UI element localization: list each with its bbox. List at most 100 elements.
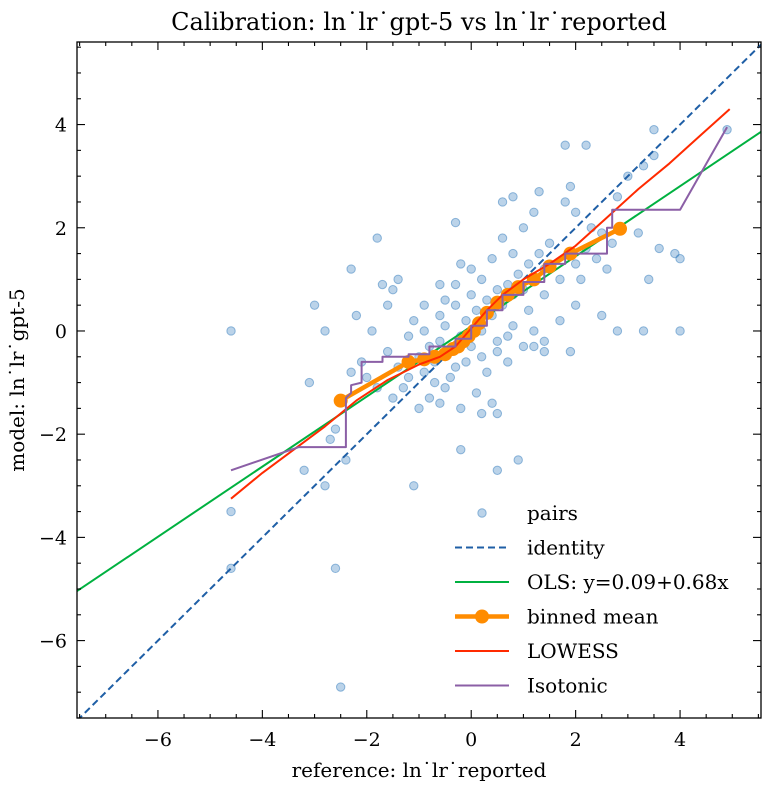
scatter-point [492, 408, 503, 419]
binned-mean-point [511, 280, 526, 295]
scatter-point [612, 326, 623, 336]
scatter-point [492, 336, 503, 346]
scatter-point [492, 284, 503, 295]
scatter-point [320, 326, 330, 336]
scatter-point [487, 254, 497, 264]
scatter-point [450, 300, 461, 310]
series-line-lowess [230, 108, 731, 500]
scatter-point [649, 125, 659, 135]
legend: pairs identity OLS: y=0.09+0.68x binned mea… [455, 501, 729, 698]
scatter-point [497, 233, 508, 243]
y-tick-label: 0 [55, 321, 67, 343]
scatter-point [226, 506, 236, 517]
legend-label: identity [527, 536, 605, 560]
scatter-point [513, 455, 523, 465]
y-axis-label: model: ln˙lr˙gpt-5 [5, 288, 29, 472]
scatter-point [508, 321, 518, 331]
scatter-point [602, 264, 612, 274]
scatter-point [309, 300, 320, 310]
scatter-point [226, 326, 236, 336]
scatter-point [367, 326, 377, 336]
scatter-point [346, 367, 356, 377]
legend-item-pairs: pairs [477, 501, 578, 525]
x-tick-label: 4 [674, 729, 686, 751]
legend-item-binned-mean: binned mean [455, 605, 659, 629]
scatter-point [351, 310, 362, 321]
scatter-point [377, 279, 388, 290]
x-tick-label: −4 [248, 729, 276, 751]
scatter-point [539, 290, 550, 300]
scatter-point [403, 372, 414, 383]
series-pairs [226, 125, 732, 692]
y-tick-label: 2 [55, 218, 67, 240]
scatter-point [555, 315, 565, 326]
scatter-point [565, 346, 576, 357]
scatter-point [591, 254, 602, 264]
scatter-point [638, 326, 649, 336]
scatter-point [440, 295, 450, 305]
y-tick-label: −6 [39, 631, 67, 653]
scatter-point [513, 269, 523, 279]
scatter-point [393, 274, 403, 285]
series-binned-mean [333, 221, 628, 408]
binned-mean-point [526, 272, 541, 287]
scatter-point [560, 197, 570, 207]
scatter-point [497, 197, 508, 207]
binned-mean-point [613, 221, 628, 236]
legend-label: Isotonic [527, 674, 608, 698]
scatter-point [320, 481, 330, 491]
scatter-point [476, 274, 487, 285]
scatter-point [508, 192, 518, 202]
scatter-point [330, 563, 341, 574]
scatter-point [335, 682, 346, 692]
scatter-point [529, 207, 539, 217]
scatter-point [492, 465, 503, 476]
scatter-point [414, 403, 424, 414]
plot-area [77, 43, 761, 718]
scatter-point [570, 259, 581, 269]
scatter-point [555, 274, 565, 285]
scatter-point [388, 393, 398, 403]
scatter-point [476, 408, 487, 419]
x-axis-label: reference: ln˙lr˙reported [292, 758, 547, 782]
x-tick-label: −6 [144, 729, 172, 751]
legend-marker [475, 609, 489, 624]
scatter-point [597, 310, 607, 321]
binned-mean-point [333, 393, 348, 408]
scatter-point [539, 336, 550, 346]
scatter-point [503, 279, 513, 290]
scatter-point [388, 284, 398, 295]
scatter-point [612, 192, 623, 202]
scatter-point [529, 341, 539, 352]
scatter-point [456, 259, 466, 269]
legend-label: OLS: y=0.09+0.68x [527, 570, 729, 594]
binned-mean-point [490, 295, 505, 310]
scatter-point [424, 393, 435, 403]
legend-item-ols-y-0-09-0-68x: OLS: y=0.09+0.68x [455, 570, 729, 594]
scatter-point [492, 346, 503, 357]
scatter-point [534, 248, 544, 259]
legend-item-identity: identity [455, 536, 605, 560]
scatter-point [409, 481, 419, 491]
scatter-point [398, 383, 409, 393]
scatter-point [560, 140, 570, 150]
scatter-point [372, 233, 382, 243]
x-tick-label: 0 [465, 729, 477, 751]
scatter-point [440, 383, 450, 393]
scatter-point [471, 388, 482, 398]
legend-item-lowess: LOWESS [455, 639, 619, 663]
legend-item-isotonic: Isotonic [455, 674, 608, 698]
scatter-point [346, 264, 356, 274]
scatter-point [675, 326, 685, 336]
scatter-point [330, 424, 341, 434]
legend-marker [477, 508, 487, 518]
scatter-point [476, 352, 487, 362]
scatter-point [482, 367, 492, 377]
scatter-point [487, 398, 497, 408]
scatter-point [539, 346, 550, 357]
series-line-isotonic [230, 126, 728, 472]
scatter-point [429, 377, 440, 388]
scatter-point [466, 290, 476, 300]
x-tick-label: −2 [353, 729, 381, 751]
